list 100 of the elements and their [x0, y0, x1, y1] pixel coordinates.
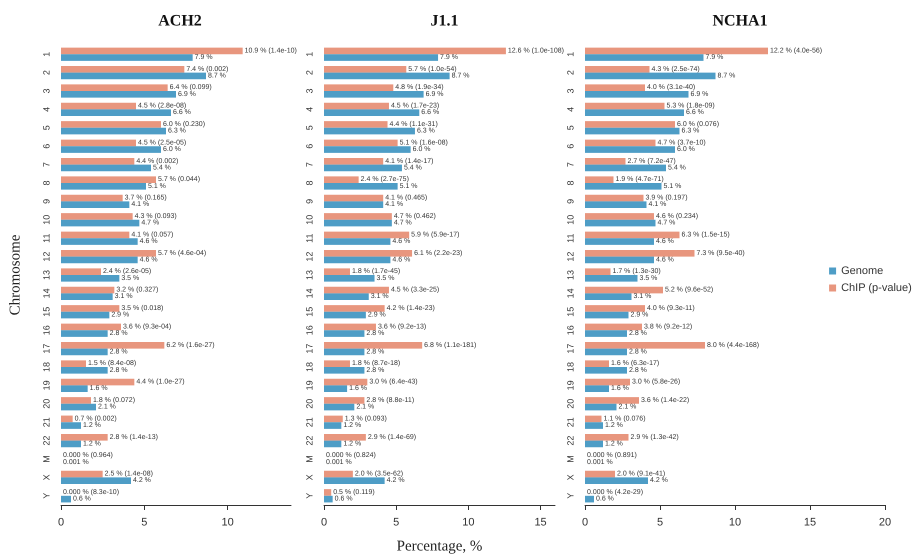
y-tick-label: 11: [304, 234, 314, 243]
bar: [61, 201, 130, 208]
y-tick-label: 1: [566, 52, 576, 57]
bar: [61, 194, 123, 202]
x-tick-label: 0: [320, 516, 328, 528]
bar: [61, 397, 91, 404]
bar: [585, 324, 642, 330]
bar: [61, 434, 108, 441]
bar: [324, 201, 384, 208]
bar: [585, 378, 630, 386]
bar: [61, 305, 120, 312]
bar: [61, 342, 164, 349]
bar: [585, 293, 632, 300]
y-tick-label: 3: [42, 88, 52, 94]
bar: [585, 385, 609, 392]
y-tick-label: 22: [566, 436, 576, 446]
bar: [324, 385, 348, 392]
bar: [61, 416, 73, 422]
bar: [324, 140, 398, 146]
bar: [585, 183, 662, 190]
bar: [324, 66, 406, 73]
y-tick-label: 2: [304, 70, 314, 76]
bar: [61, 470, 103, 478]
bar: [585, 158, 626, 165]
y-tick-label: 13: [566, 270, 576, 280]
y-tick-label: 15: [566, 306, 576, 317]
y-tick-label: 13: [42, 270, 52, 280]
y-tick-label: 17: [566, 344, 576, 354]
y-tick-label: 16: [566, 325, 576, 336]
y-tick-label: 6: [304, 144, 314, 149]
y-tick-label: M: [304, 455, 314, 463]
bar: [585, 66, 650, 73]
bar: [585, 54, 704, 61]
chart-title: ACH2: [158, 12, 202, 30]
bar: [61, 378, 134, 386]
bar: [324, 470, 353, 478]
bar: [324, 404, 354, 410]
y-axis-title: Chromosome: [8, 234, 24, 316]
bar: [324, 275, 375, 282]
bar: [585, 232, 680, 238]
bar: [324, 128, 415, 134]
x-tick-label: 5: [656, 516, 664, 528]
x-tick-label: 5: [141, 516, 148, 528]
x-tick-label: 20: [878, 516, 892, 528]
y-tick-label: 19: [42, 380, 52, 390]
y-tick-label: 3: [304, 88, 314, 94]
bar: [324, 416, 343, 422]
bar: [324, 176, 359, 183]
bar: [61, 84, 168, 91]
bar: [324, 102, 389, 110]
bar: [585, 238, 654, 245]
bar: [585, 434, 628, 441]
bar: [324, 238, 390, 245]
bar: [61, 213, 133, 220]
bar: [324, 232, 410, 238]
bar: [585, 250, 694, 257]
y-tick-label: 5: [42, 125, 52, 130]
bar: [324, 348, 364, 356]
y-tick-label: 10: [566, 214, 576, 225]
y-tick-label: 10: [304, 214, 314, 225]
bar: [324, 324, 376, 330]
x-tick-label: 10: [728, 516, 742, 528]
bar: [61, 422, 81, 429]
bar: [61, 102, 136, 110]
x-tick-label: 5: [393, 516, 400, 528]
y-tick-label: 22: [304, 436, 314, 446]
bar: [61, 91, 176, 98]
bar: [324, 220, 392, 226]
y-tick-label: 2: [42, 70, 52, 76]
y-tick-label: 10: [42, 214, 52, 225]
bar: [585, 477, 648, 484]
legend-label: Genome: [841, 265, 884, 277]
bar: [61, 158, 134, 165]
bar: [61, 367, 108, 374]
bar: [61, 268, 101, 275]
bar: [585, 360, 609, 367]
bar: [324, 434, 366, 441]
legend-label: ChIP (p-value): [841, 282, 912, 294]
y-tick-label: 3: [566, 88, 576, 94]
bar: [324, 367, 364, 374]
y-tick-label: 4: [566, 106, 576, 112]
bar: [324, 440, 342, 448]
y-tick-label: 21: [42, 417, 52, 428]
y-tick-label: 15: [42, 306, 52, 317]
y-tick-label: 18: [42, 362, 52, 372]
bar: [61, 348, 108, 356]
y-tick-label: X: [42, 474, 52, 480]
y-tick-label: 4: [42, 106, 52, 112]
bar: [61, 312, 110, 318]
y-tick-label: X: [304, 474, 314, 480]
y-tick-label: M: [566, 455, 576, 463]
y-tick-label: 18: [304, 362, 314, 372]
bar: [324, 164, 402, 172]
bar: [324, 183, 398, 190]
bar: [585, 496, 594, 502]
bar: [585, 91, 688, 98]
bar: [585, 140, 656, 146]
y-tick-label: 19: [566, 380, 576, 390]
bar: [61, 232, 130, 238]
bar: [585, 268, 610, 275]
